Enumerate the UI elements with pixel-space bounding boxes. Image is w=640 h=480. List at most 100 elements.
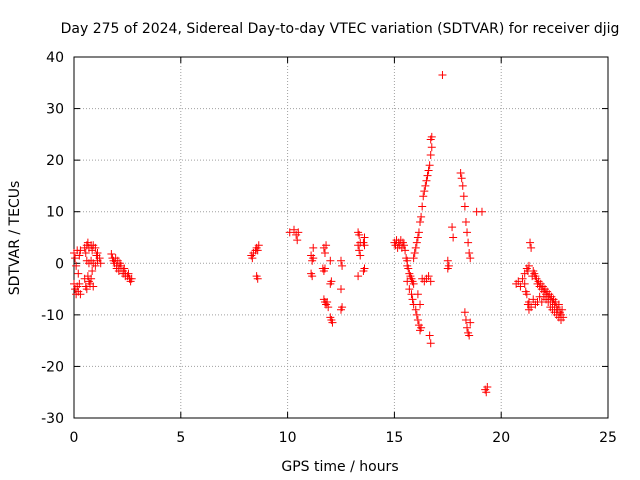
data-point	[457, 174, 466, 183]
data-point	[427, 132, 436, 141]
data-point	[327, 277, 336, 286]
x-tick-label: 5	[176, 430, 185, 446]
data-point	[558, 305, 567, 314]
data-point	[443, 264, 452, 273]
y-tick-label: -30	[41, 411, 64, 427]
data-point	[337, 256, 345, 265]
data-point	[529, 295, 538, 304]
data-point	[293, 236, 302, 245]
data-point	[409, 254, 418, 263]
data-point	[411, 243, 420, 252]
data-point	[320, 248, 329, 257]
data-point	[443, 256, 452, 265]
data-point	[294, 228, 303, 237]
data-point	[544, 297, 553, 306]
data-point	[72, 261, 81, 270]
data-point	[95, 254, 104, 263]
data-point	[518, 274, 527, 283]
x-tick-label: 25	[599, 430, 617, 446]
data-point	[309, 243, 318, 252]
data-point	[416, 300, 425, 309]
y-tick-label: -10	[41, 308, 64, 324]
data-point	[96, 259, 105, 268]
data-point	[405, 285, 414, 294]
data-point	[424, 272, 433, 281]
data-point	[403, 277, 412, 286]
y-tick-label: 40	[46, 50, 64, 66]
data-point	[404, 264, 413, 273]
data-point	[91, 261, 100, 270]
data-point	[320, 264, 329, 273]
data-point	[410, 248, 419, 257]
data-point	[527, 303, 536, 312]
data-point	[76, 246, 85, 255]
data-point	[459, 192, 468, 201]
data-point	[463, 228, 472, 237]
data-point	[522, 290, 531, 299]
data-point	[482, 388, 491, 397]
data-point	[533, 297, 542, 306]
data-point	[290, 225, 299, 234]
data-point	[421, 181, 430, 190]
data-point	[423, 171, 432, 180]
data-point	[463, 323, 472, 332]
data-point	[326, 256, 335, 265]
x-axis-label: GPS time / hours	[281, 459, 398, 475]
y-tick-label: 30	[46, 102, 64, 118]
data-point	[456, 169, 465, 178]
data-point	[254, 241, 263, 250]
data-point	[413, 233, 422, 242]
data-point	[554, 300, 563, 309]
chart-title: Day 275 of 2024, Sidereal Day-to-day VTE…	[61, 21, 620, 37]
data-point	[465, 331, 474, 340]
data-point	[337, 285, 345, 294]
data-point	[425, 161, 434, 170]
data-point	[417, 212, 426, 221]
x-tick-label: 10	[279, 430, 297, 446]
data-point	[412, 238, 421, 247]
data-point	[76, 290, 85, 299]
data-point	[425, 331, 434, 340]
data-point	[121, 272, 130, 281]
data-point	[411, 305, 420, 314]
x-tick-label: 20	[492, 430, 510, 446]
data-point	[416, 218, 425, 227]
y-tick-label: -20	[41, 359, 64, 375]
data-point	[87, 274, 96, 283]
data-point	[355, 246, 364, 255]
data-points	[70, 71, 568, 397]
data-point	[323, 297, 332, 306]
x-tick-label: 15	[385, 430, 403, 446]
data-point	[338, 261, 347, 270]
data-point	[466, 318, 475, 327]
x-tick-label: 0	[70, 430, 79, 446]
data-point	[107, 250, 116, 259]
data-point	[400, 241, 409, 250]
data-point	[460, 308, 469, 317]
data-point	[414, 228, 423, 237]
data-point	[520, 279, 529, 288]
y-axis-label: SDTVAR / TECUs	[7, 181, 23, 296]
data-point	[424, 166, 433, 175]
data-point	[324, 303, 333, 312]
y-tick-label: 0	[55, 256, 64, 272]
data-point	[461, 316, 470, 325]
data-point	[418, 202, 427, 211]
data-point	[516, 282, 525, 291]
data-point	[285, 228, 294, 237]
data-point	[422, 176, 431, 185]
data-point	[116, 264, 125, 273]
data-point	[308, 272, 317, 281]
data-point	[360, 241, 369, 250]
data-point	[354, 272, 363, 281]
data-point	[427, 143, 436, 152]
data-point	[409, 279, 418, 288]
data-point	[413, 316, 422, 325]
data-point	[326, 313, 335, 322]
data-point	[419, 192, 428, 201]
data-point	[328, 318, 337, 327]
data-point	[420, 187, 429, 196]
data-point	[248, 254, 257, 263]
